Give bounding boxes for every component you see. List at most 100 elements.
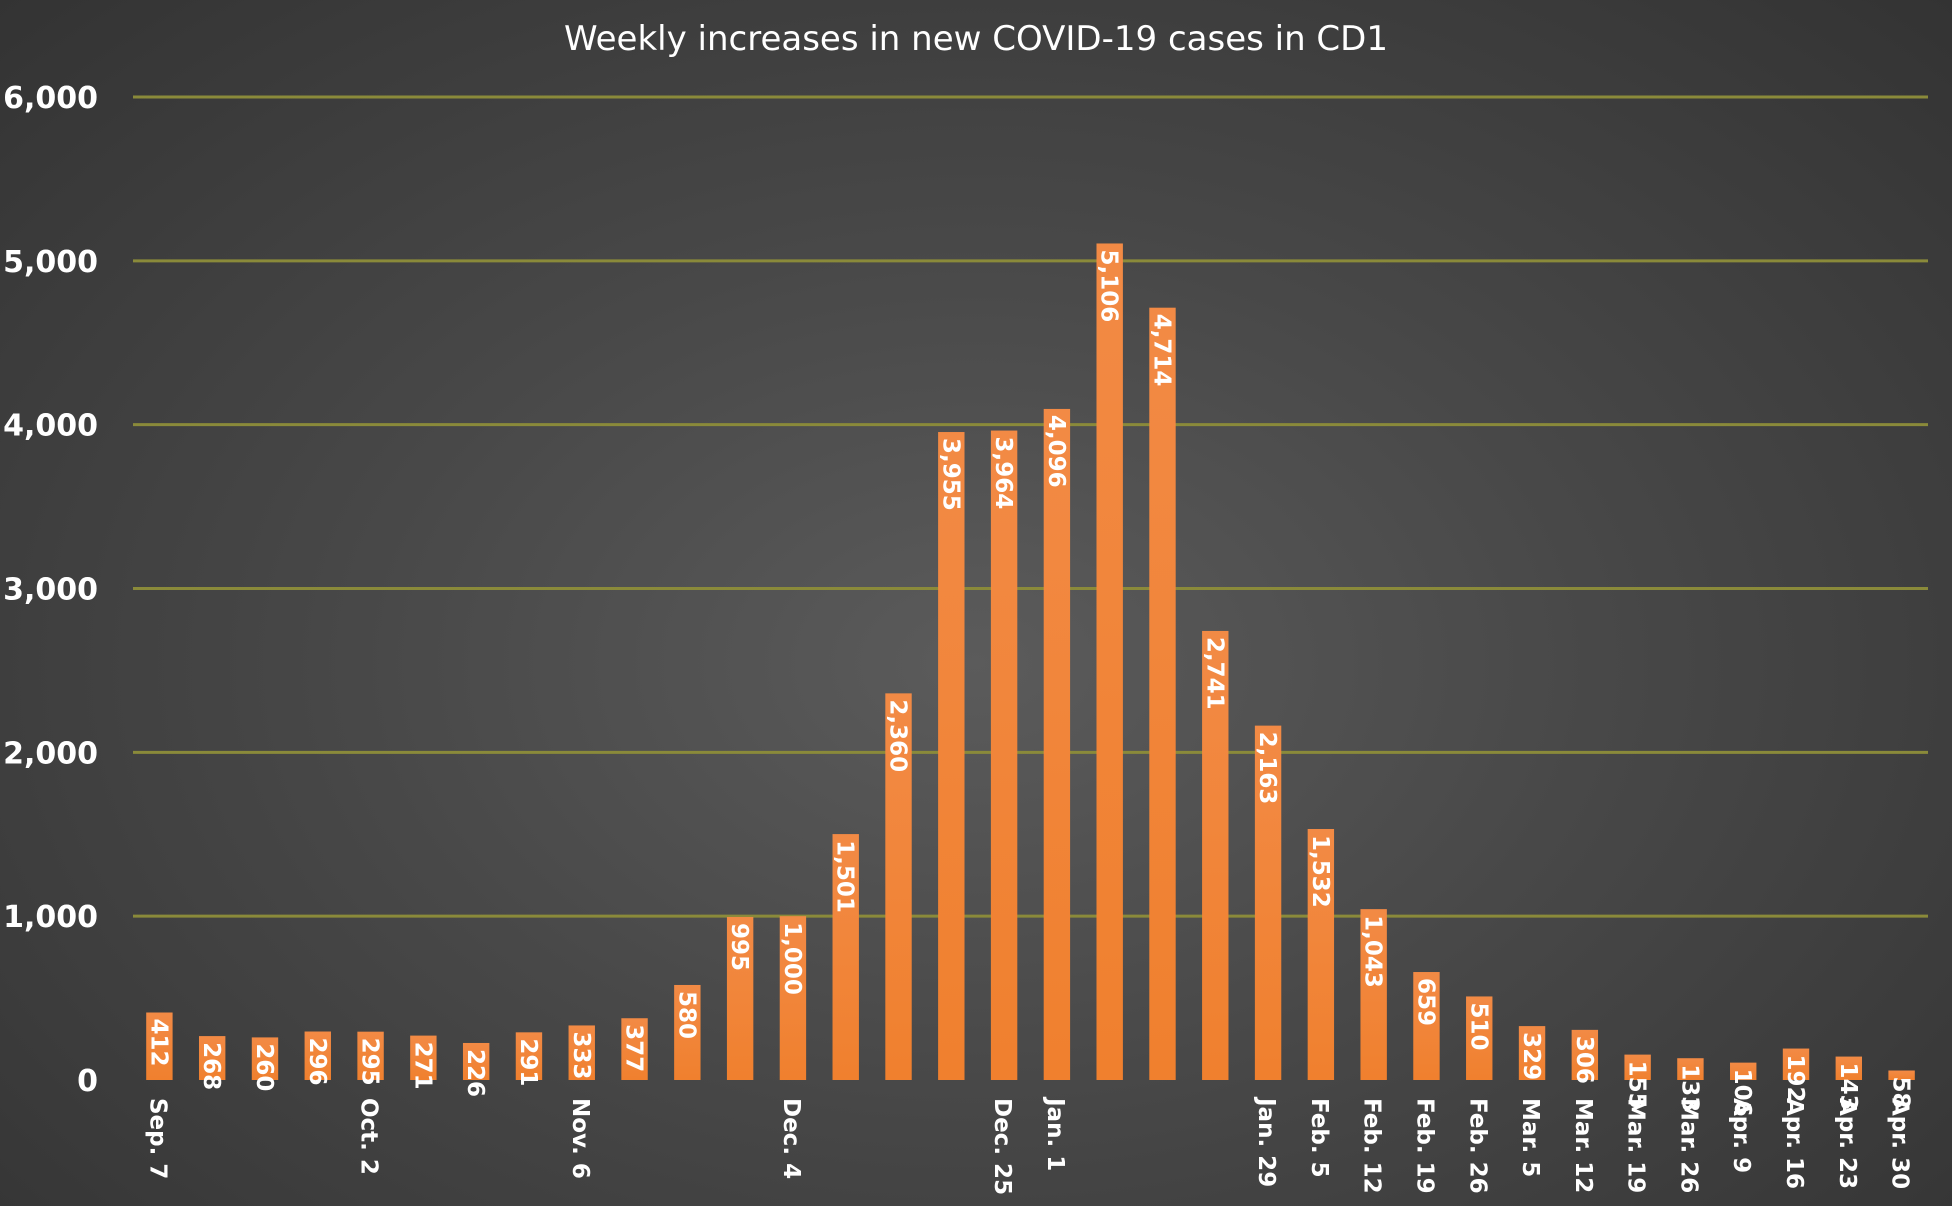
x-tick-label: Mar. 19 [1623,1098,1649,1193]
data-label: 3,955 [937,438,963,511]
bar [621,1018,648,1080]
data-label: 271 [409,1042,435,1090]
bar [1360,909,1387,1080]
bar [410,1035,437,1080]
bar [568,1025,595,1080]
x-tick-label: Nov. 6 [567,1098,593,1179]
data-label: 306 [1571,1036,1597,1084]
data-label: 1,501 [832,840,858,913]
x-tick-label: Apr. 23 [1834,1098,1860,1189]
y-tick-label: 3,000 [3,573,98,608]
bar [1466,996,1493,1080]
bar [1730,1062,1757,1080]
x-tick-label: Apr. 9 [1728,1098,1754,1173]
data-label: 333 [568,1031,594,1079]
bar [146,1012,173,1080]
data-label: 3,964 [990,437,1016,510]
data-label: 226 [462,1049,488,1097]
y-tick-label: 0 [77,1064,98,1099]
data-label: 295 [357,1038,383,1086]
data-label: 106 [1729,1069,1755,1117]
bar [251,1037,279,1080]
bar [1677,1058,1704,1080]
x-tick-label: Mar. 5 [1517,1098,1543,1177]
data-label: 58 [1888,1076,1914,1108]
x-tick-label: Feb. 26 [1464,1098,1490,1194]
data-label: 659 [1412,978,1438,1026]
bar [1202,630,1229,1080]
y-axis-ticks: 0 1,000 2,000 3,000 4,000 5,000 6,000 [3,81,98,1099]
data-label: 143 [1835,1063,1861,1111]
bar [1518,1026,1546,1080]
bar [938,432,965,1080]
bar [198,1036,226,1080]
data-label: 260 [251,1043,277,1091]
chart-title: Weekly increases in new COVID-19 cases i… [564,19,1388,59]
bar [1835,1056,1863,1080]
bar [990,430,1018,1080]
x-tick-label: Feb. 19 [1411,1098,1437,1194]
bar [885,693,912,1080]
x-tick-label: Jan. 29 [1253,1096,1279,1187]
bar [1307,829,1335,1080]
bar [1043,408,1071,1080]
data-label: 1,532 [1307,835,1333,908]
bar [1888,1070,1915,1080]
y-tick-label: 6,000 [3,81,98,116]
x-tick-label: Feb. 12 [1359,1098,1385,1194]
data-label: 1,043 [1360,915,1386,988]
data-label: 155 [1624,1061,1650,1109]
bar [1149,307,1176,1080]
x-tick-label: Dec. 4 [778,1098,804,1179]
bar [1571,1029,1599,1080]
bar [832,834,859,1080]
bars [146,243,1915,1081]
bar [1254,725,1282,1080]
data-label: 412 [145,1019,171,1067]
data-label: 296 [304,1038,330,1086]
x-tick-label: Mar. 26 [1675,1098,1701,1193]
data-label: 291 [515,1038,541,1086]
bar [357,1031,384,1080]
data-label: 580 [673,991,699,1039]
data-label: 133 [1676,1064,1702,1112]
y-tick-label: 1,000 [3,900,98,935]
x-tick-label: Dec. 25 [989,1098,1015,1195]
data-label: 5,106 [1096,249,1122,322]
data-label: 268 [198,1042,224,1090]
data-label: 4,096 [1043,415,1069,488]
bar [726,916,754,1080]
x-tick-label: Apr. 16 [1781,1098,1807,1189]
data-labels: 412 268 260 296 295 271 226 291 333 377 580 995 1,00… [145,249,1913,1116]
data-label: 510 [1465,1002,1491,1050]
data-label: 192 [1782,1055,1808,1103]
data-label: 2,741 [1201,637,1227,710]
bar [515,1032,543,1080]
x-tick-label: Jan. 1 [1042,1096,1068,1171]
data-label: 4,714 [1148,314,1174,387]
bar [1624,1054,1651,1080]
data-label: 2,163 [1254,732,1280,805]
x-tick-label: Apr. 30 [1887,1098,1913,1189]
x-axis-ticks: Sep. 7 Oct. 2 Nov. 6 Dec. 4 Dec. 25 Jan. 1 Jan… [144,1096,1912,1195]
data-label: 377 [621,1024,647,1072]
y-tick-label: 5,000 [3,245,98,280]
bar [462,1042,490,1080]
data-label: 1,000 [779,922,805,995]
x-tick-label: Feb. 5 [1306,1098,1332,1178]
bar [779,916,807,1080]
data-label: 329 [1518,1032,1544,1080]
data-label: 995 [726,923,752,971]
bar [1413,972,1440,1080]
y-tick-label: 4,000 [3,409,98,444]
gridlines [133,95,1928,918]
y-tick-label: 2,000 [3,736,98,771]
bar [1782,1048,1810,1080]
bar [674,984,701,1080]
x-tick-label: Mar. 12 [1570,1098,1596,1193]
x-tick-label: Oct. 2 [356,1098,382,1175]
data-label: 2,360 [885,699,911,772]
bar [1096,243,1123,1081]
